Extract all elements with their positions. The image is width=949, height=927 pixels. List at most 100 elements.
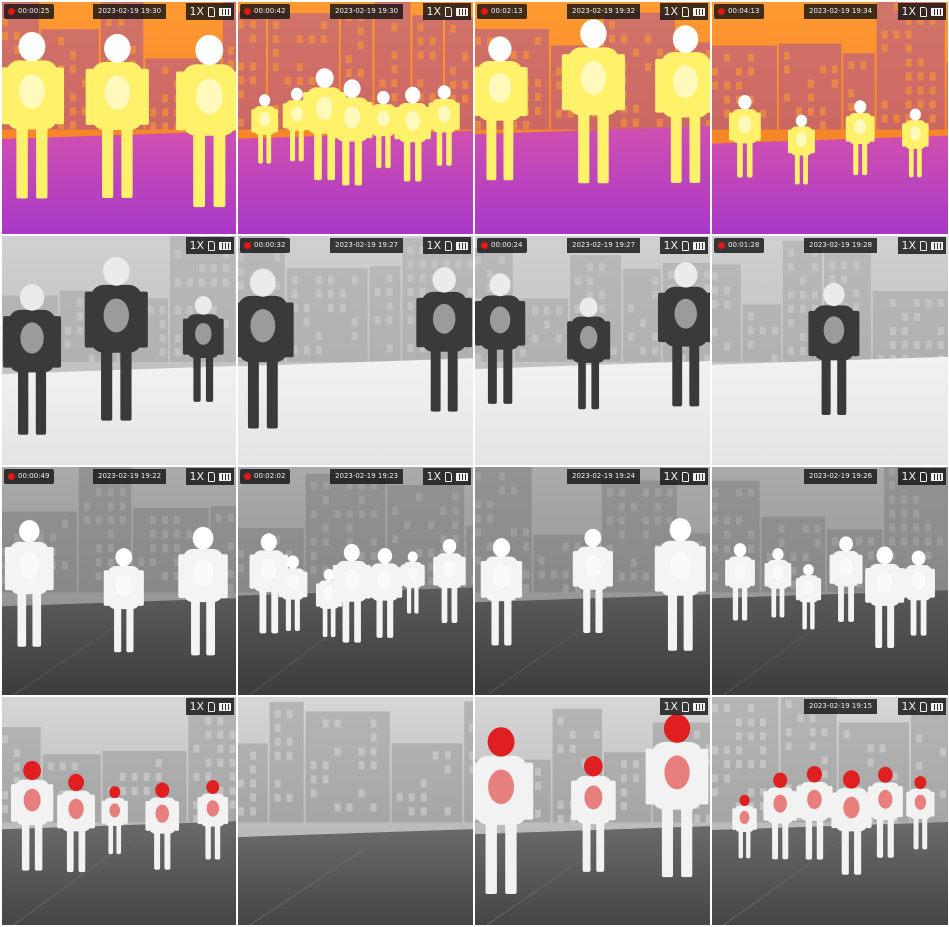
person-silhouette — [10, 760, 54, 871]
elapsed-label: 00:00:42 — [254, 7, 286, 15]
elapsed-time: 00:01:28 — [714, 238, 765, 253]
battery-icon — [456, 7, 468, 16]
thermal-frame-11: 2023-02-19 19:24 1X — [475, 467, 710, 695]
thermal-frame-15: 1X — [475, 697, 710, 925]
thermal-frame-2: 00:00:42 2023-02-19 19:30 1X — [238, 2, 473, 234]
zoom-level: 1X — [663, 700, 678, 713]
ground — [475, 360, 710, 465]
elapsed-label: 00:00:49 — [18, 472, 50, 480]
person-silhouette — [831, 770, 872, 875]
timestamp: 2023-02-19 19:15 — [804, 699, 878, 714]
person-silhouette — [197, 780, 229, 860]
record-dot-icon — [8, 8, 15, 15]
sd-card-icon — [682, 6, 689, 17]
person-silhouette — [475, 36, 528, 181]
battery-icon — [219, 241, 231, 250]
thermal-scene — [238, 697, 473, 925]
person-silhouette — [902, 108, 929, 178]
sd-card-icon — [445, 240, 452, 251]
person-silhouette — [367, 548, 403, 638]
zoom-level: 1X — [426, 239, 441, 252]
timestamp: 2023-02-19 19:32 — [567, 4, 641, 19]
battery-icon — [693, 241, 705, 250]
elapsed-time: 00:02:02 — [240, 469, 291, 484]
person-silhouette — [278, 555, 308, 631]
person-silhouette — [571, 756, 616, 872]
thermal-scene — [2, 467, 236, 695]
person-silhouette — [655, 25, 710, 183]
person-silhouette — [795, 564, 822, 630]
zoom-level: 1X — [663, 5, 678, 18]
status-indicators: 1X — [898, 237, 946, 254]
thermal-frame-5: 1X — [2, 236, 236, 465]
thermal-scene — [475, 697, 710, 925]
thermal-frame-3: 00:02:13 2023-02-19 19:32 1X — [475, 2, 710, 234]
elapsed-label: 00:00:32 — [254, 241, 286, 249]
thermal-frame-7: 00:00:24 2023-02-19 19:27 1X — [475, 236, 710, 465]
sd-card-icon — [208, 701, 215, 712]
person-silhouette — [416, 267, 473, 412]
battery-icon — [219, 7, 231, 16]
thermal-scene — [238, 2, 473, 234]
record-dot-icon — [8, 473, 15, 480]
sd-card-icon — [208, 471, 215, 482]
ground — [238, 829, 473, 925]
person-silhouette — [796, 765, 833, 860]
status-indicators: 1X — [660, 3, 708, 20]
zoom-level: 1X — [426, 5, 441, 18]
sd-card-icon — [445, 471, 452, 482]
zoom-level: 1X — [189, 700, 204, 713]
elapsed-label: 00:04:13 — [728, 7, 760, 15]
zoom-level: 1X — [426, 470, 441, 483]
ground — [712, 135, 948, 234]
status-indicators: 1X — [423, 237, 471, 254]
battery-icon — [219, 472, 231, 481]
status-indicators: 1X — [186, 237, 234, 254]
record-dot-icon — [718, 242, 725, 249]
person-silhouette — [475, 273, 526, 404]
ground — [475, 826, 710, 925]
person-silhouette — [787, 114, 815, 185]
zoom-level: 1X — [663, 239, 678, 252]
ground — [238, 358, 473, 465]
person-silhouette — [829, 536, 863, 622]
elapsed-label: 00:00:25 — [18, 7, 50, 15]
person-silhouette — [725, 543, 755, 621]
sd-card-icon — [920, 471, 927, 482]
ground — [2, 821, 236, 925]
timestamp: 2023-02-19 19:34 — [804, 4, 878, 19]
person-silhouette — [433, 538, 466, 623]
person-silhouette — [178, 526, 228, 656]
timestamp: 2023-02-19 19:24 — [567, 469, 641, 484]
sd-card-icon — [445, 6, 452, 17]
thermal-scene — [2, 2, 236, 234]
person-silhouette — [728, 94, 761, 178]
person-silhouette — [4, 520, 54, 647]
battery-icon — [693, 472, 705, 481]
sd-card-icon — [682, 471, 689, 482]
person-silhouette — [906, 776, 935, 850]
record-dot-icon — [244, 8, 251, 15]
person-silhouette — [561, 19, 626, 184]
battery-icon — [219, 702, 231, 711]
battery-icon — [693, 702, 705, 711]
person-silhouette — [572, 528, 613, 633]
buildings — [238, 701, 473, 823]
person-silhouette — [176, 34, 236, 208]
person-silhouette — [101, 786, 128, 855]
elapsed-time: 00:00:25 — [4, 4, 55, 19]
person-silhouette — [145, 782, 180, 870]
thermal-scene — [475, 467, 710, 695]
status-indicators: 1X — [186, 468, 234, 485]
elapsed-label: 00:01:28 — [728, 241, 760, 249]
person-silhouette — [902, 550, 935, 636]
zoom-level: 1X — [189, 470, 204, 483]
thermal-scene — [712, 2, 948, 234]
thermal-scene — [238, 236, 473, 465]
timestamp: 2023-02-19 19:26 — [804, 469, 878, 484]
thermal-scene — [475, 2, 710, 234]
thermal-frame-8: 00:01:28 2023-02-19 19:28 1X — [712, 236, 948, 465]
elapsed-time: 00:00:42 — [240, 4, 291, 19]
elapsed-time: 00:00:49 — [4, 469, 55, 484]
